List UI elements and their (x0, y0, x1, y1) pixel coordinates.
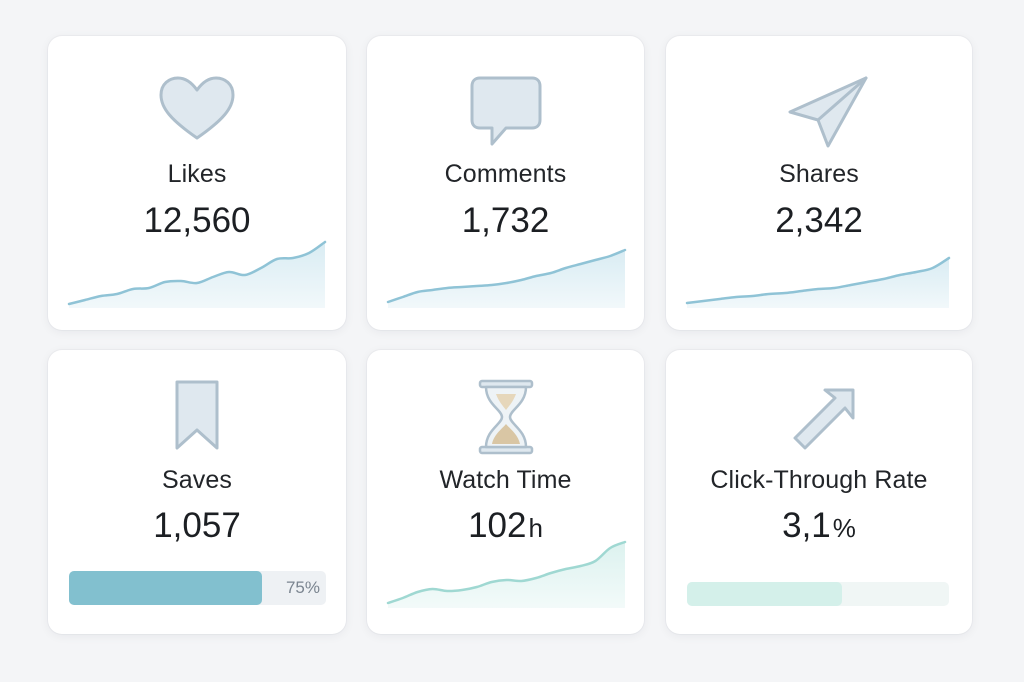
comments-label: Comments (444, 160, 567, 188)
shares-sparkline (666, 236, 972, 308)
ctr-number: 3,1 (782, 506, 831, 545)
watch-sparkline-area (388, 542, 625, 608)
saves-value: 1,057 (153, 506, 241, 545)
likes-value: 12,560 (143, 201, 251, 240)
watch-time-number: 102 (468, 506, 527, 545)
ctr-value: 3,1% (666, 506, 972, 546)
comments-sparkline (367, 236, 644, 308)
saves-card[interactable]: Saves 1,057 75% (48, 350, 346, 634)
watch-time-sparkline (367, 540, 644, 612)
saves-label: Saves (162, 466, 232, 494)
saves-progress-text: 75% (285, 578, 320, 597)
ctr-label: Click-Through Rate (710, 466, 928, 494)
comment-icon (367, 74, 644, 150)
shares-value: 2,342 (775, 201, 863, 240)
ctr-progress-bar (687, 582, 949, 606)
comments-sparkline-line (386, 248, 627, 304)
shares-sparkline-line (685, 256, 951, 305)
watch-time-value: 102h (367, 506, 644, 546)
watch-time-card[interactable]: Watch Time 102h (367, 350, 644, 634)
watch-time-unit: h (528, 513, 543, 543)
watch-time-label: Watch Time (439, 466, 572, 494)
ctr-progress-fill (687, 582, 842, 606)
comments-sparkline-area (388, 250, 625, 308)
shares-card[interactable]: Shares 2,342 (666, 36, 972, 330)
likes-sparkline-line (67, 240, 327, 306)
likes-sparkline-area (69, 242, 325, 308)
arrow-up-right-icon (666, 378, 972, 452)
shares-label: Shares (779, 160, 859, 188)
likes-label: Likes (167, 160, 227, 188)
bookmark-icon (48, 378, 346, 452)
likes-card[interactable]: Likes 12,560 (48, 36, 346, 330)
hourglass-icon (367, 378, 644, 456)
heart-icon (48, 74, 346, 146)
ctr-unit: % (832, 513, 856, 543)
shares-sparkline-area (687, 258, 949, 308)
comments-value: 1,732 (461, 201, 550, 240)
comments-card[interactable]: Comments 1,732 (367, 36, 644, 330)
likes-sparkline (48, 236, 346, 308)
saves-progress-fill (69, 571, 262, 605)
ctr-card[interactable]: Click-Through Rate 3,1% (666, 350, 972, 634)
watch-sparkline-line (386, 540, 627, 605)
send-icon (666, 74, 972, 150)
saves-progress-bar: 75% (69, 571, 326, 605)
